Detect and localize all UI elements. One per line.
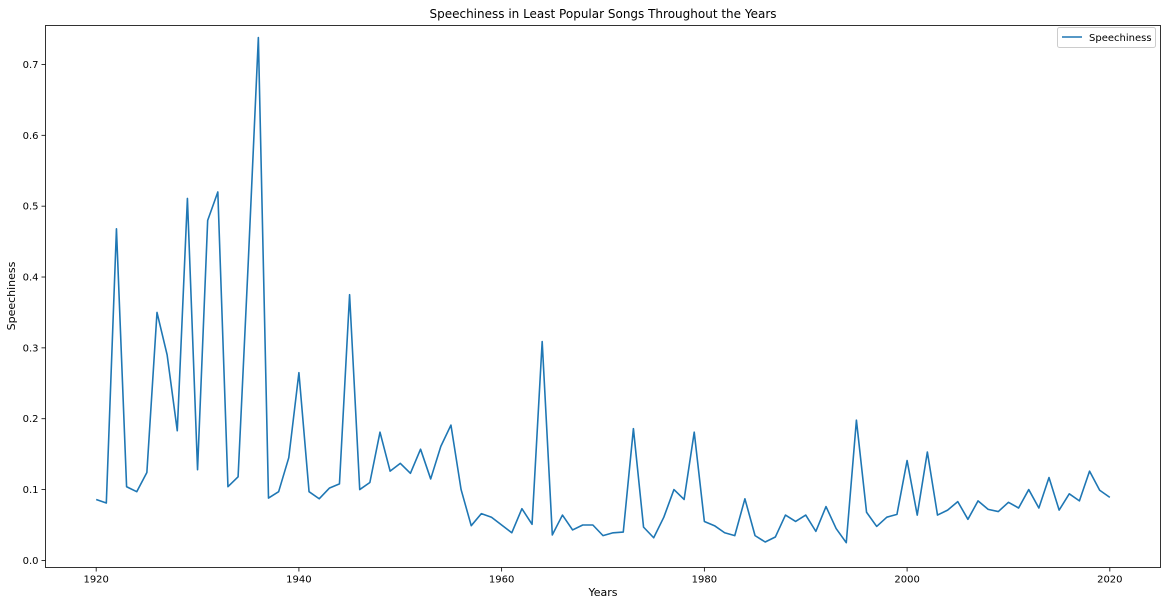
x-tick-label: 1960: [489, 575, 514, 586]
series-line-speechiness: [95, 36, 1111, 544]
y-tick-label: 0.4: [23, 273, 39, 284]
x-tick-label: 1980: [692, 575, 717, 586]
legend-label: Speechiness: [1089, 33, 1152, 44]
x-tick-label: 2000: [894, 575, 919, 586]
x-tick-label: 1920: [83, 575, 108, 586]
plot-area-frame: [45, 25, 1161, 568]
legend: Speechiness: [1057, 27, 1156, 48]
y-tick-label: 0.2: [23, 414, 39, 425]
y-tick-label: 0.5: [23, 202, 39, 213]
y-axis-label: Speechiness: [5, 261, 18, 330]
y-tick-label: 0.1: [23, 485, 39, 496]
x-axis: 1920 1940 1960 1980 2000 2020: [83, 567, 1123, 586]
y-axis: 0.0 0.1 0.2 0.3 0.4 0.5 0.6 0.7: [23, 60, 46, 567]
legend-box: [1057, 27, 1156, 48]
x-axis-label: Years: [587, 586, 617, 599]
y-tick-label: 0.0: [23, 556, 39, 567]
y-tick-label: 0.3: [23, 343, 39, 354]
x-tick-label: 1940: [286, 575, 311, 586]
y-tick-label: 0.7: [23, 60, 39, 71]
y-tick-label: 0.6: [23, 131, 39, 142]
series-layer: [95, 36, 1111, 544]
x-tick-label: 2020: [1097, 575, 1122, 586]
chart-title: Speechiness in Least Popular Songs Throu…: [429, 7, 776, 21]
